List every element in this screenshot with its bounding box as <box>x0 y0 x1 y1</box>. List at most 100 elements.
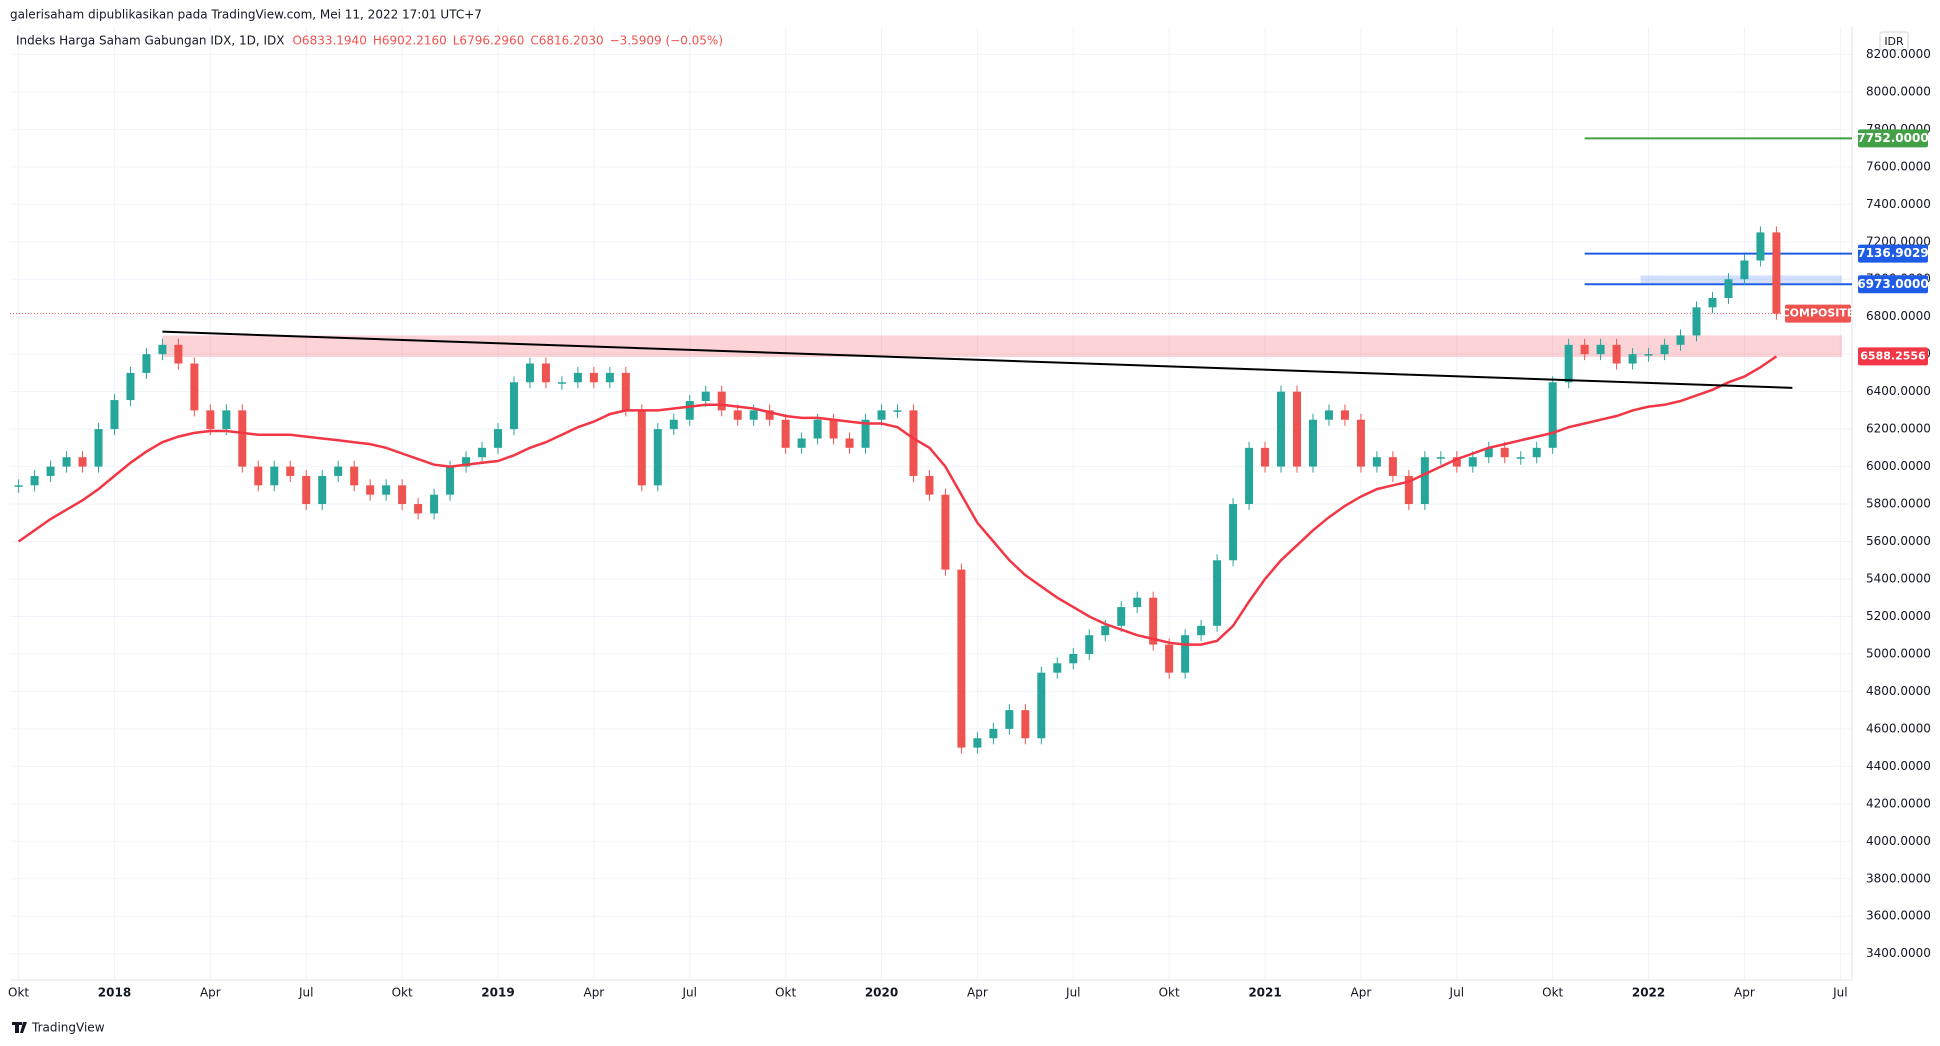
symbol: Indeks Harga Saham Gabungan IDX, 1D, IDX <box>16 34 284 48</box>
candle <box>478 447 487 458</box>
candle <box>1756 232 1765 261</box>
candle <box>541 363 550 383</box>
candle <box>366 485 375 495</box>
candle <box>1165 644 1174 673</box>
y-tick-label: 4400.0000 <box>1866 759 1931 773</box>
candle <box>1117 607 1126 626</box>
candle <box>1516 457 1525 459</box>
candle <box>1548 382 1557 448</box>
x-tick-label: 2019 <box>481 986 514 1000</box>
candle <box>1005 710 1014 729</box>
y-tick-label: 8000.0000 <box>1866 84 1931 98</box>
candle <box>430 494 439 514</box>
candle <box>1324 410 1333 420</box>
candle <box>1388 457 1397 476</box>
candle <box>62 457 71 467</box>
candle <box>126 372 135 401</box>
x-tick-label: Apr <box>200 986 221 1000</box>
y-tick-label: 7400.0000 <box>1866 197 1931 211</box>
candle <box>1404 475 1413 505</box>
candle <box>1085 635 1094 654</box>
ohlc-value: −3.5909 (−0.05%) <box>610 34 723 48</box>
zone <box>162 335 1842 357</box>
candle <box>1612 344 1621 364</box>
candle <box>845 438 854 448</box>
candle <box>1660 344 1669 355</box>
candle <box>829 419 838 439</box>
x-tick-label: 2018 <box>98 986 131 1000</box>
candle <box>1628 354 1637 364</box>
level-label: 7752.0000 <box>1857 131 1928 145</box>
candle <box>1564 344 1573 383</box>
level-label: 6973.0000 <box>1857 277 1928 291</box>
candle <box>1133 597 1142 608</box>
ohlc-value: H6902.2160 <box>373 34 447 48</box>
candle <box>46 466 55 476</box>
y-tick-label: 6000.0000 <box>1866 459 1931 473</box>
price-label: 6588.2556 <box>1860 349 1926 362</box>
candle <box>1676 335 1685 345</box>
candle <box>893 410 902 412</box>
ohlc-value: O6833.1940 <box>292 34 366 48</box>
candle <box>525 363 534 383</box>
candle <box>1692 307 1701 336</box>
ohlc-value: C6816.2030 <box>530 34 603 48</box>
x-tick-label: Okt <box>8 986 29 1000</box>
candle <box>1245 447 1254 505</box>
y-tick-label: 5200.0000 <box>1866 609 1931 623</box>
candle <box>286 466 295 476</box>
currency-box[interactable] <box>1879 31 1909 51</box>
y-tick-label: 5000.0000 <box>1866 646 1931 660</box>
currency: IDR <box>1884 35 1904 48</box>
grid <box>10 27 1852 980</box>
candle <box>414 504 423 514</box>
candle <box>1372 457 1381 467</box>
x-tick-label: Okt <box>1542 986 1563 1000</box>
y-tick-label: 4200.0000 <box>1866 796 1931 810</box>
brand: TradingView <box>31 1021 105 1035</box>
candle <box>1069 653 1078 664</box>
candle <box>1420 457 1429 505</box>
candle <box>717 391 726 411</box>
y-tick-label: 3600.0000 <box>1866 909 1931 923</box>
x-tick-label: Apr <box>1351 986 1372 1000</box>
candle <box>1340 410 1349 420</box>
candle <box>30 475 39 486</box>
candle <box>925 475 934 495</box>
candle <box>1484 447 1493 458</box>
x-tick-label: Okt <box>775 986 796 1000</box>
candle <box>110 400 119 430</box>
candle <box>1500 447 1509 458</box>
candle <box>174 344 183 364</box>
candle <box>861 419 870 448</box>
candle <box>238 410 247 467</box>
candle <box>318 475 327 505</box>
price-label-box <box>1785 304 1851 323</box>
x-tick-label: Apr <box>967 986 988 1000</box>
candle <box>877 410 886 420</box>
candle <box>909 410 918 476</box>
candle <box>1580 344 1589 355</box>
candle <box>254 466 263 486</box>
x-tick-label: Jul <box>1449 986 1464 1000</box>
y-tick-label: 4800.0000 <box>1866 684 1931 698</box>
candle <box>1740 260 1749 280</box>
candle <box>1468 457 1477 467</box>
candle <box>1213 560 1222 626</box>
y-tick-label: 6400.0000 <box>1866 384 1931 398</box>
y-tick-label: 5600.0000 <box>1866 534 1931 548</box>
y-tick-label: 4000.0000 <box>1866 834 1931 848</box>
candle <box>302 475 311 505</box>
candle <box>621 372 630 411</box>
y-tick-label: 8200.0000 <box>1866 47 1931 61</box>
y-tick-label: 6800.0000 <box>1866 309 1931 323</box>
candle <box>1436 457 1445 459</box>
candle <box>765 410 774 420</box>
logo <box>12 1022 27 1033</box>
candle <box>1293 391 1301 467</box>
candle <box>941 494 950 570</box>
candle <box>669 419 678 430</box>
y-tick-label: 5800.0000 <box>1866 497 1931 511</box>
